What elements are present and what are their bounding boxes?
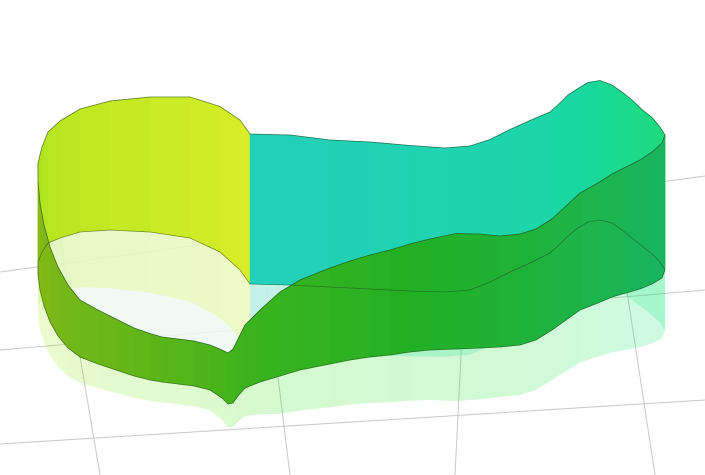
wall-segment-74 xyxy=(219,105,241,271)
reflection-segment-24 xyxy=(640,284,652,348)
wall-segment-43 xyxy=(279,279,301,377)
wall-segment-69 xyxy=(59,108,81,239)
reflection-segment-36 xyxy=(430,349,456,401)
reflection-segment-39 xyxy=(370,355,390,403)
reflection-segment-26 xyxy=(612,293,626,353)
wall-segment-68 xyxy=(47,120,61,244)
wall-segment-35 xyxy=(455,233,481,350)
reflection-segment-70 xyxy=(80,230,110,289)
reflection-segment-46 xyxy=(238,388,245,422)
wall-segment-73 xyxy=(189,96,221,253)
reflection-segment-38 xyxy=(390,352,410,403)
reflection-segment-25 xyxy=(626,289,640,350)
reflection-segment-34 xyxy=(480,347,500,400)
reflection-segment-49 xyxy=(222,398,228,427)
wall-segment-57 xyxy=(97,309,117,371)
wall-segment-37 xyxy=(409,238,431,353)
reflection-segment-47 xyxy=(233,396,238,428)
reflection-segment-22 xyxy=(662,270,665,339)
wall-segment-22 xyxy=(661,134,666,279)
reflection-segment-21 xyxy=(660,262,665,331)
reflection-segment-55 xyxy=(134,376,150,401)
reflection-segment-43 xyxy=(280,370,300,414)
reflection-segment-42 xyxy=(300,364,330,411)
reflection-segment-56 xyxy=(116,370,134,398)
reflection-segment-72 xyxy=(150,232,190,302)
wall-segment-52 xyxy=(177,338,195,387)
wall-top-edge xyxy=(37,80,666,354)
wall-segment-72 xyxy=(149,96,191,239)
wall-segment-0 xyxy=(249,133,291,286)
reflection-segment-52 xyxy=(178,384,194,407)
reflection-segment-71 xyxy=(110,230,150,293)
wall-segment-75 xyxy=(239,119,251,285)
wall-segment-33 xyxy=(499,233,521,348)
reflection-segment-37 xyxy=(410,350,430,401)
reflection-segment-28 xyxy=(580,303,598,363)
reflection-segment-41 xyxy=(330,360,350,408)
wall-segment-50 xyxy=(209,344,223,399)
reflection-segment-32 xyxy=(520,340,536,395)
wall-segment-39 xyxy=(369,249,391,358)
reflection-segment-35 xyxy=(456,348,480,401)
reflection-segment-27 xyxy=(598,297,612,357)
wall-segment-47 xyxy=(232,338,239,404)
wall-segment-27 xyxy=(597,173,613,304)
wall-segment-42 xyxy=(299,267,331,371)
reflection-segment-50 xyxy=(210,390,222,420)
reflection-segment-69 xyxy=(60,232,80,291)
reflection-segment-48 xyxy=(228,403,233,428)
wall-segment-48 xyxy=(227,348,234,405)
reflection-segment-58 xyxy=(80,357,98,389)
reflection-segment-51 xyxy=(194,386,210,411)
wall-segment-38 xyxy=(389,243,411,356)
wall-segment-28 xyxy=(579,182,599,311)
wall-segment-30 xyxy=(551,205,567,331)
reflection-segment-23 xyxy=(652,278,662,344)
wall-segment-53 xyxy=(161,336,179,385)
reflection-segment-29 xyxy=(566,310,580,372)
wall-segment-34 xyxy=(479,233,501,349)
wall-segment-24 xyxy=(639,151,653,290)
reflection-segment-33 xyxy=(500,345,520,397)
wall-segment-49 xyxy=(221,349,229,405)
wall-segment-55 xyxy=(133,327,151,381)
wall-segment-31 xyxy=(535,218,553,341)
reflection-segment-59 xyxy=(68,348,80,383)
reflection-segment-60 xyxy=(58,336,68,377)
wall-segment-25 xyxy=(625,159,641,294)
wall-segment-56 xyxy=(115,318,135,377)
reflection-segment-45 xyxy=(245,382,260,417)
reflection-segment-40 xyxy=(350,357,370,405)
wall-segment-40 xyxy=(349,254,371,361)
reflection-segment-73 xyxy=(190,238,220,318)
wall-segment-1 xyxy=(289,134,331,288)
wall-segment-54 xyxy=(149,333,163,383)
reflection-segment-57 xyxy=(98,364,116,393)
wall-segment-51 xyxy=(193,340,211,391)
wall-segment-71 xyxy=(109,96,151,233)
wall-segment-58 xyxy=(79,299,99,365)
wall-segment-29 xyxy=(565,192,581,321)
reflection-segment-54 xyxy=(150,380,162,403)
wall-base-edge xyxy=(37,219,666,405)
wall-segment-41 xyxy=(329,260,351,365)
reflection-segment-44 xyxy=(260,376,280,415)
reflection-segment-53 xyxy=(162,382,178,405)
reflection-segment-31 xyxy=(536,330,552,390)
wall-segment-70 xyxy=(79,100,111,233)
ribbon-wall xyxy=(37,80,666,405)
reflection-segment-30 xyxy=(552,320,566,380)
reflection-segment-74 xyxy=(220,252,240,338)
grid-line-2 xyxy=(0,399,705,445)
wall-segment-32 xyxy=(519,228,537,346)
